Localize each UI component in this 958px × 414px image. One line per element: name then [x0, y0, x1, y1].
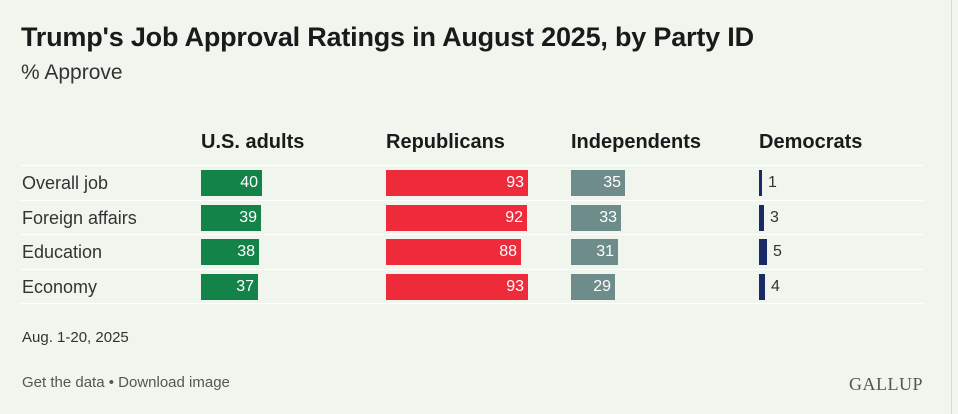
row-divider: [21, 165, 923, 166]
bar-value-label: 1: [768, 174, 777, 191]
bar: [571, 205, 621, 231]
bar-value-label: 92: [505, 209, 523, 226]
chart-subtitle: % Approve: [21, 61, 123, 84]
row-divider: [21, 269, 923, 270]
bar: [759, 205, 764, 231]
bar-value-label: 35: [603, 174, 621, 191]
bar: [201, 205, 261, 231]
row-label: Education: [22, 242, 103, 262]
download-image-link[interactable]: Download image: [118, 374, 230, 391]
bar-value-label: 3: [770, 209, 779, 226]
column-header: U.S. adults: [201, 131, 305, 153]
bar-value-label: 33: [599, 209, 617, 226]
gallup-logo: GALLUP: [849, 374, 923, 394]
bar-value-label: 93: [506, 278, 524, 295]
bar-value-label: 29: [593, 278, 611, 295]
bar-value-label: 31: [596, 243, 614, 260]
row-divider: [21, 234, 923, 235]
row-label: Foreign affairs: [22, 208, 137, 228]
bar-value-label: 40: [240, 174, 258, 191]
bar: [386, 170, 528, 196]
bar-value-label: 39: [239, 209, 257, 226]
bar: [571, 170, 625, 196]
bar-value-label: 4: [771, 278, 780, 295]
bar-value-label: 5: [773, 243, 782, 260]
row-label: Overall job: [22, 173, 109, 193]
bar: [759, 239, 767, 265]
row-divider: [21, 303, 923, 304]
chart-title: Trump's Job Approval Ratings in August 2…: [21, 22, 754, 52]
bar: [386, 274, 528, 300]
bar: [201, 274, 258, 300]
bar: [201, 239, 259, 265]
bar-value-label: 93: [506, 174, 524, 191]
link-separator: •: [104, 374, 119, 391]
column-header: Independents: [571, 131, 702, 153]
bar: [759, 170, 762, 196]
bar-value-label: 38: [237, 243, 255, 260]
column-header: Republicans: [386, 131, 505, 153]
bar: [386, 205, 527, 231]
bar: [386, 239, 521, 265]
bar-value-label: 88: [499, 243, 517, 260]
bar: [571, 274, 615, 300]
bar: [201, 170, 262, 196]
date-footnote: Aug. 1-20, 2025: [22, 329, 129, 346]
get-data-link[interactable]: Get the data: [22, 374, 105, 391]
footer-links: Get the data • Download image: [22, 374, 230, 391]
bar: [759, 274, 765, 300]
row-label: Economy: [22, 277, 98, 297]
bar: [571, 239, 618, 265]
column-header: Democrats: [759, 131, 863, 153]
row-divider: [21, 200, 923, 201]
bar-value-label: 37: [236, 278, 254, 295]
